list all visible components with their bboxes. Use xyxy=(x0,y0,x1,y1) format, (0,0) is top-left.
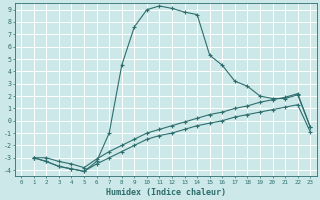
X-axis label: Humidex (Indice chaleur): Humidex (Indice chaleur) xyxy=(106,188,226,197)
